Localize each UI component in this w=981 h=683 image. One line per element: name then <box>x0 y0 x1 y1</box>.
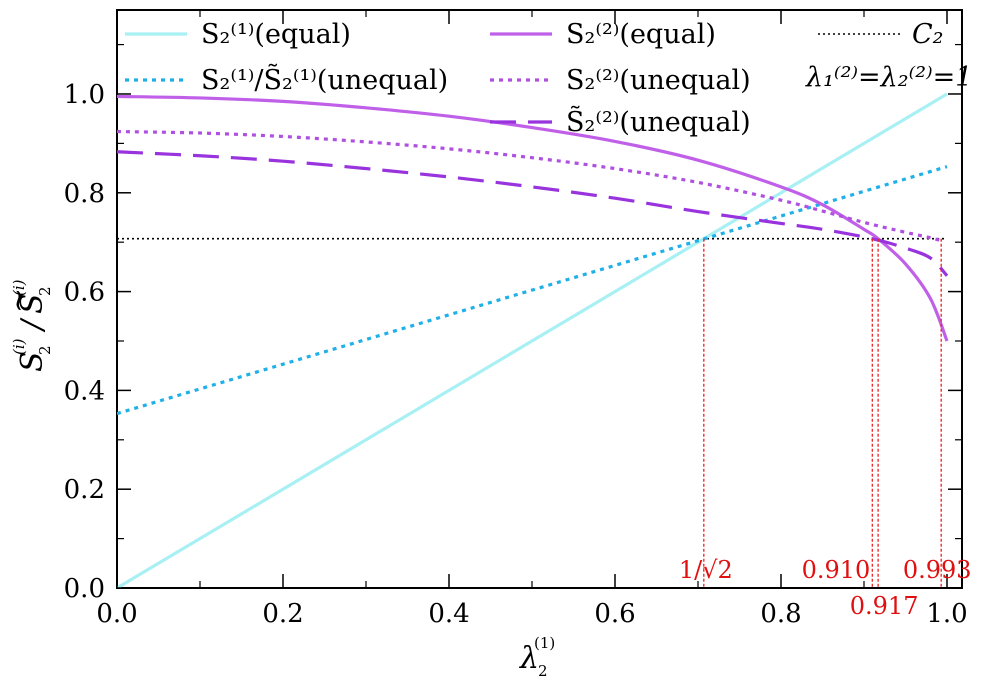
legend-label: S₂⁽²⁾(equal) <box>566 19 716 50</box>
legend-label: S₂⁽¹⁾(equal) <box>201 19 351 50</box>
series-line <box>117 129 942 243</box>
series-line <box>117 92 948 588</box>
x-tick-label: 0.4 <box>428 599 469 629</box>
svg-text:(1): (1) <box>534 634 555 652</box>
series-line <box>117 94 949 342</box>
svg-text:λ: λ <box>519 641 539 676</box>
legend-label: C₂ <box>912 19 943 50</box>
x-tick-label: 0.6 <box>594 599 635 629</box>
x-tick-label: 0.8 <box>760 599 801 629</box>
svg-text:~: ~ <box>1 288 36 313</box>
x-tick-label: 1.0 <box>926 599 967 629</box>
series-line <box>117 165 948 416</box>
legend-label: S₂⁽²⁾(unequal) <box>566 65 751 96</box>
legend-label: S̃₂⁽²⁾(unequal) <box>566 105 751 138</box>
x-tick-label: 0.0 <box>96 599 137 629</box>
svg-text:S: S <box>15 293 50 314</box>
x-axis-label: λ 2 (1) <box>519 634 555 680</box>
annotation-label: 1/√2 <box>679 556 733 584</box>
y-axis-label: S 2 (i) / S ~ 2 (i) <box>1 279 54 372</box>
y-tick-label: 0.4 <box>64 376 105 406</box>
annotation-label: 0.993 <box>903 556 972 584</box>
svg-text:2: 2 <box>538 662 548 680</box>
svg-text:(i): (i) <box>10 279 28 296</box>
x-tick-label: 0.2 <box>262 599 303 629</box>
y-tick-label: 0.0 <box>64 574 105 604</box>
annotation-label: 0.910 <box>802 556 871 584</box>
plot-frame <box>116 9 963 589</box>
series-line <box>117 150 949 277</box>
y-tick-label: 1.0 <box>64 80 105 110</box>
y-tick-label: 0.8 <box>64 179 105 209</box>
svg-text:2: 2 <box>36 286 54 296</box>
y-tick-label: 0.2 <box>64 475 105 505</box>
annotation-label: 0.917 <box>850 592 919 620</box>
svg-text:S: S <box>15 351 50 372</box>
svg-text:(i): (i) <box>10 338 28 355</box>
svg-text:2: 2 <box>36 345 54 355</box>
condition-label: λ₁⁽²⁾=λ₂⁽²⁾=1 <box>805 62 972 93</box>
legend: S₂⁽¹⁾(equal) S₂⁽¹⁾/S̃₂⁽¹⁾(unequal) S₂⁽²⁾(e… <box>125 19 972 138</box>
legend-label: S₂⁽¹⁾/S̃₂⁽¹⁾(unequal) <box>201 63 448 96</box>
svg-text:/: / <box>15 317 50 333</box>
y-tick-label: 0.6 <box>64 278 105 308</box>
